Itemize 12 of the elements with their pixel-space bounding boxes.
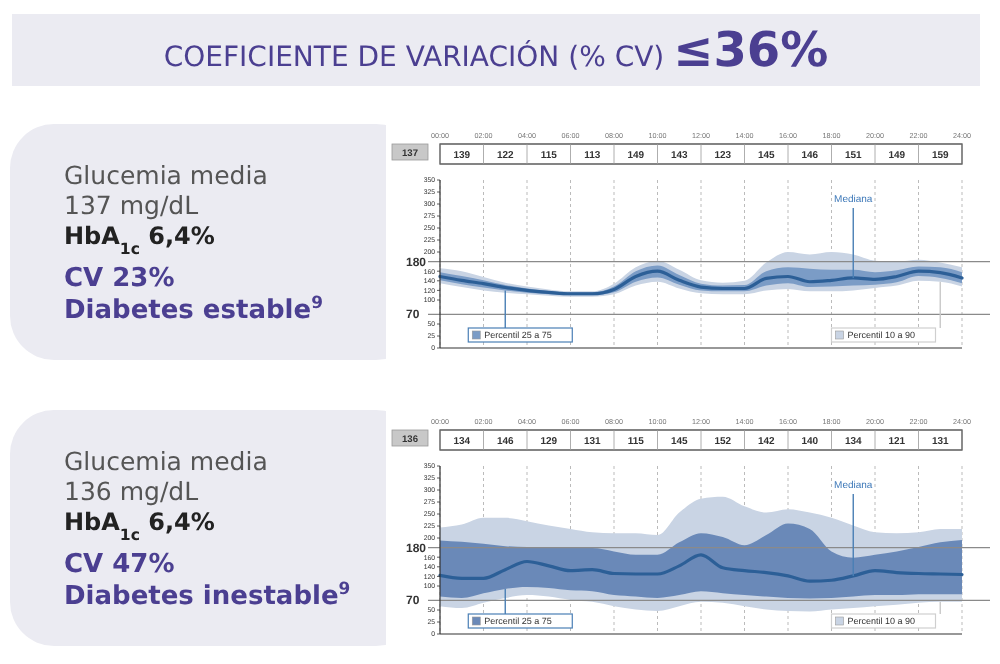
text: Diabetes inestable$^{9}$ — [64, 578, 351, 612]
chart-title: COEFICIENTE DE VARIACIÓN (% CV) ≤36% — [163, 22, 829, 78]
text: Glucemia media — [64, 446, 268, 476]
text: CV 23% — [64, 264, 175, 294]
text: Glucemia media — [64, 160, 268, 190]
text: 136 mg/dL — [64, 476, 199, 506]
text: 137 mg/dL — [64, 190, 199, 220]
text: HbA$_{1c}$ 6,4% — [64, 222, 215, 257]
text: Diabetes estable$^{9}$ — [64, 292, 324, 326]
text: HbA$_{1c}$ 6,4% — [64, 508, 215, 543]
line-series — [438, 553, 964, 583]
text: CV 47% — [64, 550, 175, 580]
